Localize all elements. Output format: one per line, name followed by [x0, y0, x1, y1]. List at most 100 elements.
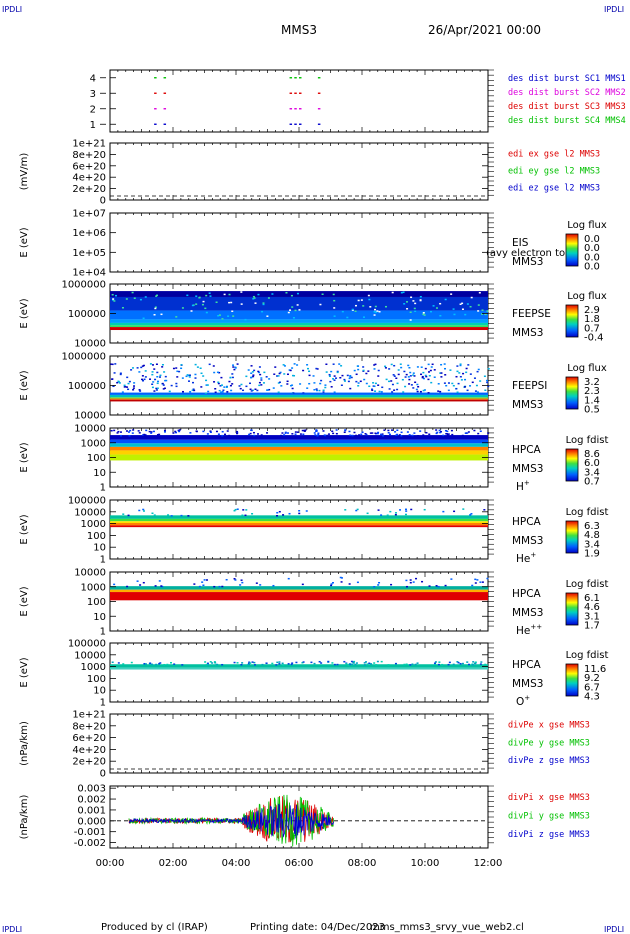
- panel-feepsi-speck: [447, 382, 450, 384]
- corner-label-br: IPDLI: [604, 925, 624, 934]
- panel-hpca-hepp-band: [110, 592, 488, 601]
- panel-hpca-he-cbar-tick: 1.9: [584, 549, 600, 560]
- panel-feepse-speck: [294, 309, 297, 312]
- panel-eis-cbar-tick: 0.0: [584, 262, 600, 273]
- panel-hpca-h-speck: [150, 432, 153, 434]
- panel-hpca-hepp-cbar-title: Log fdist: [566, 579, 609, 590]
- panel-hpca-o-speck: [411, 663, 414, 665]
- panel-feepsi-speck: [181, 377, 184, 379]
- panel-feepsi-speck: [189, 390, 192, 393]
- panel-hpca-o-speck: [467, 663, 470, 666]
- panel-feepse-speck: [409, 311, 412, 314]
- panel-feepsi-speck: [349, 375, 352, 378]
- panel-feepsi-speck: [277, 382, 280, 384]
- panel-hpca-h-speck: [125, 430, 128, 432]
- panel-feepsi-speck: [286, 380, 289, 383]
- panel-feepse-band: [110, 322, 488, 326]
- panel-feepsi-speck: [111, 363, 114, 366]
- panel-feepsi-speck: [471, 381, 474, 384]
- panel-feepsi-speck: [240, 383, 243, 386]
- panel-hpca-h-speck: [158, 433, 161, 436]
- panel-feepsi-speck: [277, 375, 280, 377]
- panel-feepsi-speck: [374, 382, 377, 385]
- panel-hpca-h-speck: [398, 434, 401, 436]
- panel-hpca-o-speck: [233, 661, 236, 664]
- panel-feepse-speck: [435, 307, 438, 309]
- panel-feepse-speck: [368, 298, 371, 301]
- panel-feepsi-speck: [371, 389, 374, 392]
- panel-hpca-h-speck: [335, 429, 338, 431]
- panel-divpe-ytick-label: 0: [100, 769, 106, 780]
- panel-hpca-hepp-ytick-label: 10: [93, 612, 106, 623]
- panel-hpca-he-speck: [276, 514, 279, 517]
- panel-feepsi-speck: [274, 366, 277, 368]
- panel-feepse-speck: [430, 310, 433, 313]
- panel-hpca-o-speck: [159, 662, 162, 664]
- panel-burst-burst-mark: [163, 92, 167, 94]
- panel-feepsi-speck: [443, 363, 446, 365]
- panel-feepsi-speck: [322, 389, 325, 392]
- panel-hpca-o-ylabel: E (eV): [19, 657, 30, 687]
- panel-feepse-speck: [271, 293, 274, 295]
- panel-feepsi-speck: [143, 378, 146, 381]
- panel-feepse-speck: [285, 292, 288, 294]
- panel-feepse-speck: [419, 299, 422, 301]
- panel-hpca-hepp-speck: [415, 577, 418, 580]
- panel-feepse-speck: [439, 314, 442, 317]
- corner-label-tl: IPDLI: [2, 5, 22, 14]
- panel-feepsi-speck: [194, 373, 197, 376]
- panel-feepsi-speck: [417, 386, 420, 388]
- panel-feepsi-speck: [393, 389, 396, 391]
- panel-feepsi-speck: [433, 376, 436, 378]
- panel-feepse-speck: [112, 298, 115, 300]
- panel-feepsi-speck: [127, 388, 130, 391]
- panel-feepsi-speck: [388, 368, 391, 370]
- panel-feepsi-speck: [119, 373, 122, 376]
- panel-feepse-speck: [292, 317, 295, 319]
- panel-hpca-o-speck: [302, 661, 305, 663]
- panel-hpca-hepp-speck: [340, 581, 343, 583]
- panel-hpca-h-speck: [148, 430, 151, 433]
- panel-feepse-speck: [384, 305, 387, 308]
- panel-hpca-h-speck: [408, 434, 411, 436]
- panel-hpca-o-speck: [471, 664, 474, 666]
- panel-hpca-o-speck: [181, 664, 184, 666]
- panel-feepsi-speck: [231, 373, 234, 375]
- panel-hpca-o-ytick-label: 10000: [74, 650, 106, 661]
- panel-feepsi-speck: [212, 365, 215, 367]
- panel-feepsi-speck: [213, 381, 216, 383]
- panel-feepsi-cbar-tick: 0.5: [584, 405, 600, 416]
- panel-feepse-speck: [131, 291, 134, 294]
- panel-feepsi-speck: [141, 375, 144, 377]
- panel-feepsi-speck: [308, 374, 311, 377]
- footer-script-name: mms_mms3_srvy_vue_web2.cl: [370, 922, 524, 933]
- panel-feepsi-speck: [410, 384, 413, 386]
- panel-burst-legend-3: des dist burst SC3 MMS3: [508, 102, 626, 112]
- panel-feepsi-speck: [131, 367, 134, 369]
- panel-hpca-o-speck: [130, 661, 133, 664]
- panel-hpca-h-band: [110, 450, 488, 455]
- panel-hpca-o-speck: [434, 663, 437, 666]
- panel-feepse-speck: [289, 309, 292, 311]
- panel-feepse-speck: [266, 315, 269, 317]
- panel-feepsi-speck: [221, 390, 224, 393]
- panel-hpca-h-speck: [129, 429, 132, 432]
- panel-feepsi-speck: [343, 378, 346, 381]
- panel-feepsi-speck: [404, 385, 407, 388]
- panel-eis-overlay-text: (avy electron to: [486, 248, 565, 259]
- panel-feepsi-speck: [276, 375, 279, 377]
- panel-feepsi-speck: [260, 379, 263, 381]
- panel-feepsi-speck: [429, 369, 432, 372]
- panel-feepsi-speck: [357, 365, 360, 367]
- panel-feepse-speck: [423, 314, 426, 316]
- panel-feepsi-speck: [350, 376, 353, 379]
- panel-hpca-o-speck: [363, 662, 366, 664]
- panel-feepsi-speck: [176, 370, 179, 373]
- panel-feepse-speck: [414, 302, 417, 305]
- panel-feepsi-speck: [423, 389, 426, 391]
- panel-feepse-speck: [375, 311, 378, 313]
- panel-feepsi-speck: [335, 377, 338, 379]
- panel-hpca-he-speck: [138, 509, 141, 512]
- panel-feepsi-speck: [487, 368, 490, 370]
- panel-feepsi-speck: [142, 379, 145, 382]
